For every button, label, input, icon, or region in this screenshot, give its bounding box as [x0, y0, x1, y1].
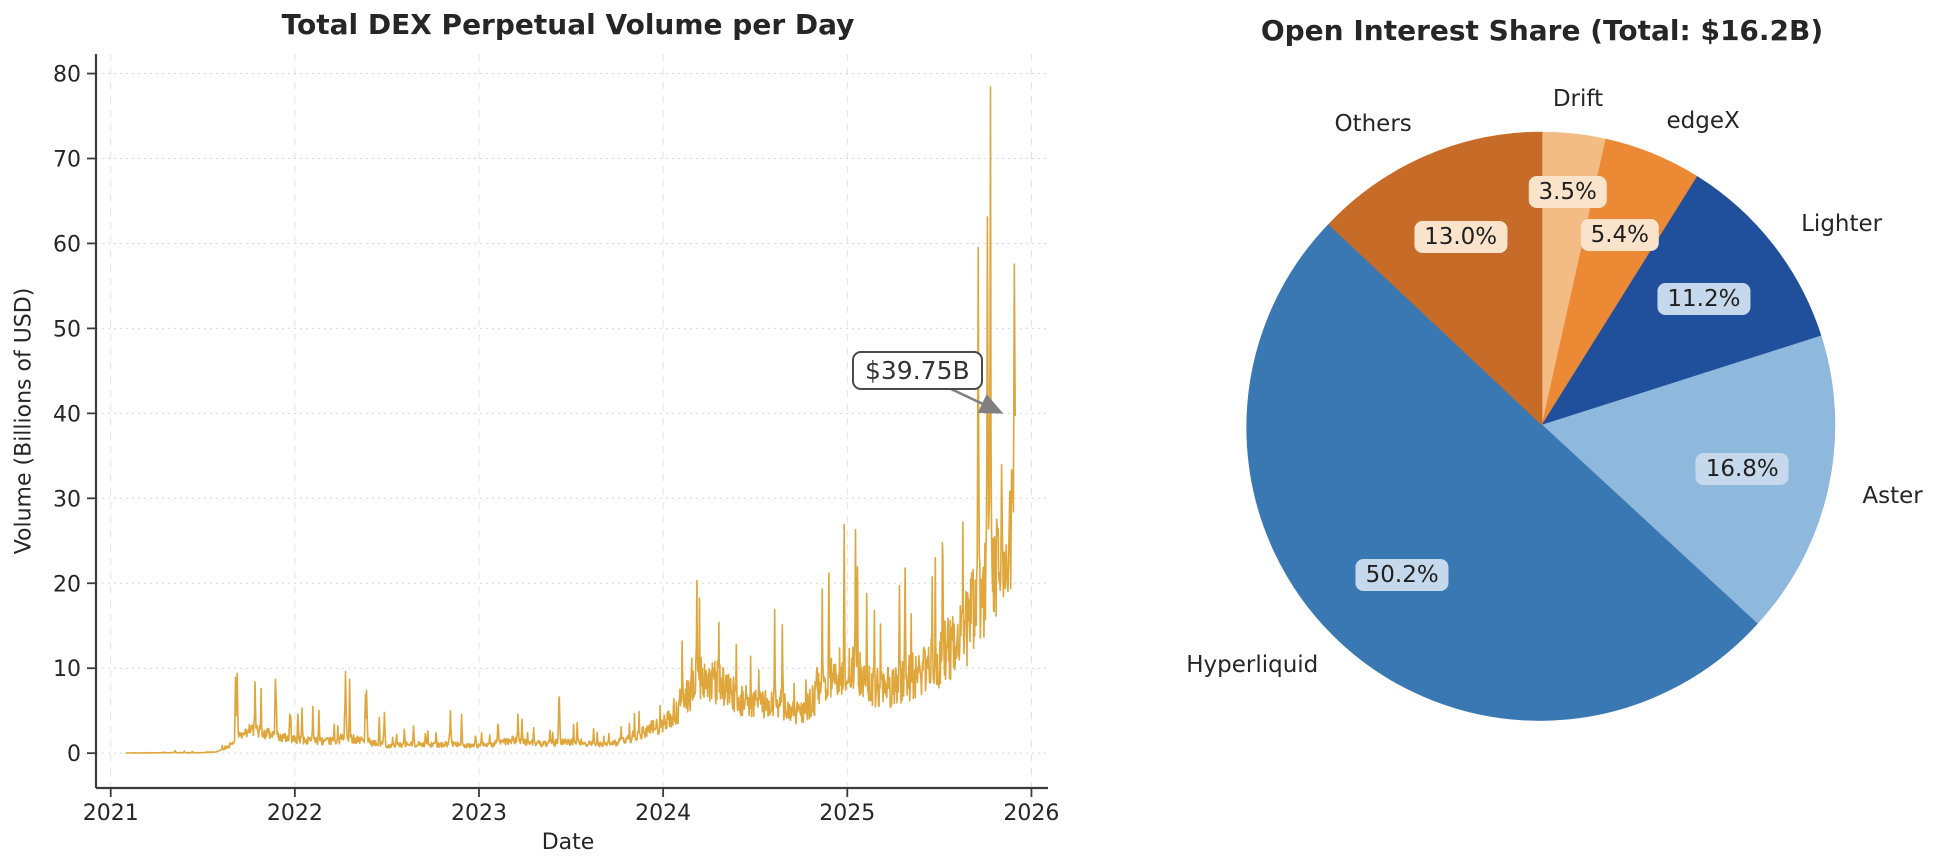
y-tick-label: 70: [53, 147, 81, 172]
x-tick-label: 2023: [451, 801, 507, 826]
pie-pct-others: 13.0%: [1414, 220, 1508, 253]
pie-slice-aster: [1541, 335, 1836, 625]
y-tick-label: 20: [53, 572, 81, 597]
x-tick-label: 2026: [1003, 801, 1059, 826]
x-tick-label: 2022: [267, 801, 323, 826]
annotation-arrow: [950, 387, 1004, 414]
volume-series-line: [125, 86, 1017, 754]
pie-pct-aster: 16.8%: [1695, 453, 1789, 486]
y-tick-label: 40: [53, 402, 81, 427]
y-tick-label: 30: [53, 487, 81, 512]
x-tick-label: 2025: [819, 801, 875, 826]
pie-slice-hyperliquid: [1246, 223, 1758, 721]
pie-pct-edgex: 5.4%: [1580, 219, 1660, 252]
pie-pct-drift: 3.5%: [1528, 176, 1607, 208]
y-tick-label: 0: [67, 742, 81, 767]
y-axis-title: Volume (Billions of USD): [11, 287, 37, 555]
pie-label-others: Others: [1334, 110, 1412, 137]
pie-label-hyperliquid: Hyperliquid: [1186, 652, 1319, 679]
y-tick-label: 50: [53, 317, 81, 342]
pie-pct-lighter: 11.2%: [1657, 283, 1751, 316]
pie-label-aster: Aster: [1862, 483, 1923, 509]
pie-label-lighter: Lighter: [1801, 210, 1883, 237]
y-tick-label: 10: [53, 657, 81, 682]
pie-label-drift: Drift: [1552, 85, 1604, 112]
pie-label-edgex: edgeX: [1666, 108, 1740, 135]
y-tick-label: 80: [53, 63, 81, 88]
x-tick-label: 2024: [635, 801, 691, 826]
line-chart-title: Total DEX Perpetual Volume per Day: [281, 8, 855, 41]
y-tick-label: 60: [53, 232, 81, 257]
pie-pct-hyperliquid: 50.2%: [1355, 559, 1449, 592]
x-tick-label: 2021: [83, 801, 139, 826]
pie-chart-title: Open Interest Share (Total: $16.2B): [1260, 14, 1824, 47]
last-value-annotation: $39.75B: [852, 351, 983, 390]
pie-slice-others: [1328, 131, 1543, 426]
x-axis-title: Date: [541, 830, 595, 855]
